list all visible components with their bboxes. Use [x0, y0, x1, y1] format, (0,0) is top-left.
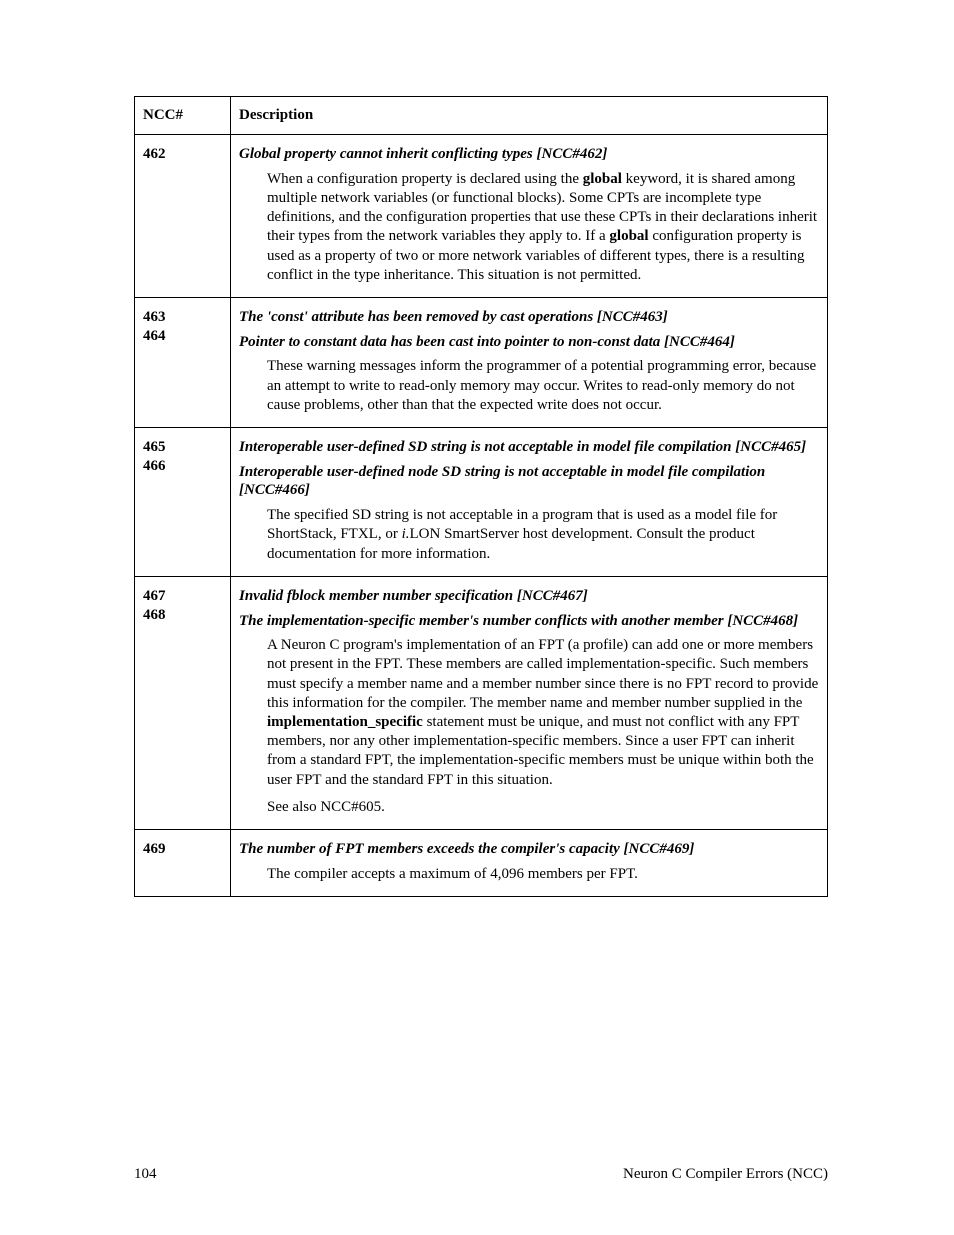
desc-cell: Global property cannot inherit conflicti…	[231, 135, 828, 298]
desc-cell: The 'const' attribute has been removed b…	[231, 297, 828, 427]
page: NCC# Description 462 Global property can…	[0, 0, 954, 1235]
ncc-cell: 462	[135, 135, 231, 298]
error-title: The implementation-specific member's num…	[239, 612, 819, 631]
desc-cell: The number of FPT members exceeds the co…	[231, 829, 828, 896]
header-ncc: NCC#	[135, 97, 231, 135]
ncc-number: 463	[143, 309, 166, 325]
error-body: A Neuron C program's implementation of a…	[267, 636, 819, 790]
desc-cell: Invalid fblock member number specificati…	[231, 576, 828, 829]
ncc-cell: 467 468	[135, 576, 231, 829]
error-title: The number of FPT members exceeds the co…	[239, 840, 819, 859]
table-row: 463 464 The 'const' attribute has been r…	[135, 297, 828, 427]
error-title: The 'const' attribute has been removed b…	[239, 308, 819, 327]
ncc-number: 467	[143, 588, 166, 604]
ncc-number: 462	[143, 146, 166, 162]
error-table: NCC# Description 462 Global property can…	[134, 96, 828, 897]
error-title: Interoperable user-defined SD string is …	[239, 438, 819, 457]
ncc-number: 464	[143, 328, 166, 344]
error-title: Interoperable user-defined node SD strin…	[239, 463, 819, 501]
error-title: Global property cannot inherit conflicti…	[239, 145, 819, 164]
table-row: 462 Global property cannot inherit confl…	[135, 135, 828, 298]
error-body: The compiler accepts a maximum of 4,096 …	[267, 865, 819, 884]
footer-label: Neuron C Compiler Errors (NCC)	[623, 1166, 828, 1183]
ncc-cell: 469	[135, 829, 231, 896]
error-body: The specified SD string is not acceptabl…	[267, 506, 819, 564]
ncc-cell: 465 466	[135, 427, 231, 576]
table-row: 467 468 Invalid fblock member number spe…	[135, 576, 828, 829]
ncc-number: 469	[143, 841, 166, 857]
table-row: 469 The number of FPT members exceeds th…	[135, 829, 828, 896]
header-desc: Description	[231, 97, 828, 135]
error-title: Invalid fblock member number specificati…	[239, 587, 819, 606]
error-title: Pointer to constant data has been cast i…	[239, 333, 819, 352]
ncc-number: 465	[143, 439, 166, 455]
ncc-number: 468	[143, 607, 166, 623]
error-body: These warning messages inform the progra…	[267, 357, 819, 415]
table-row: 465 466 Interoperable user-defined SD st…	[135, 427, 828, 576]
error-body-seealso: See also NCC#605.	[267, 798, 819, 817]
keyword-implementation-specific: implementation_specific	[267, 714, 423, 730]
ncc-cell: 463 464	[135, 297, 231, 427]
page-number: 104	[134, 1166, 157, 1183]
ncc-number: 466	[143, 458, 166, 474]
desc-cell: Interoperable user-defined SD string is …	[231, 427, 828, 576]
table-header-row: NCC# Description	[135, 97, 828, 135]
italic-i: i.	[402, 526, 410, 542]
keyword-global: global	[609, 228, 648, 244]
error-body: When a configuration property is declare…	[267, 170, 819, 285]
page-footer: 104 Neuron C Compiler Errors (NCC)	[134, 1166, 828, 1183]
keyword-global: global	[583, 171, 622, 187]
